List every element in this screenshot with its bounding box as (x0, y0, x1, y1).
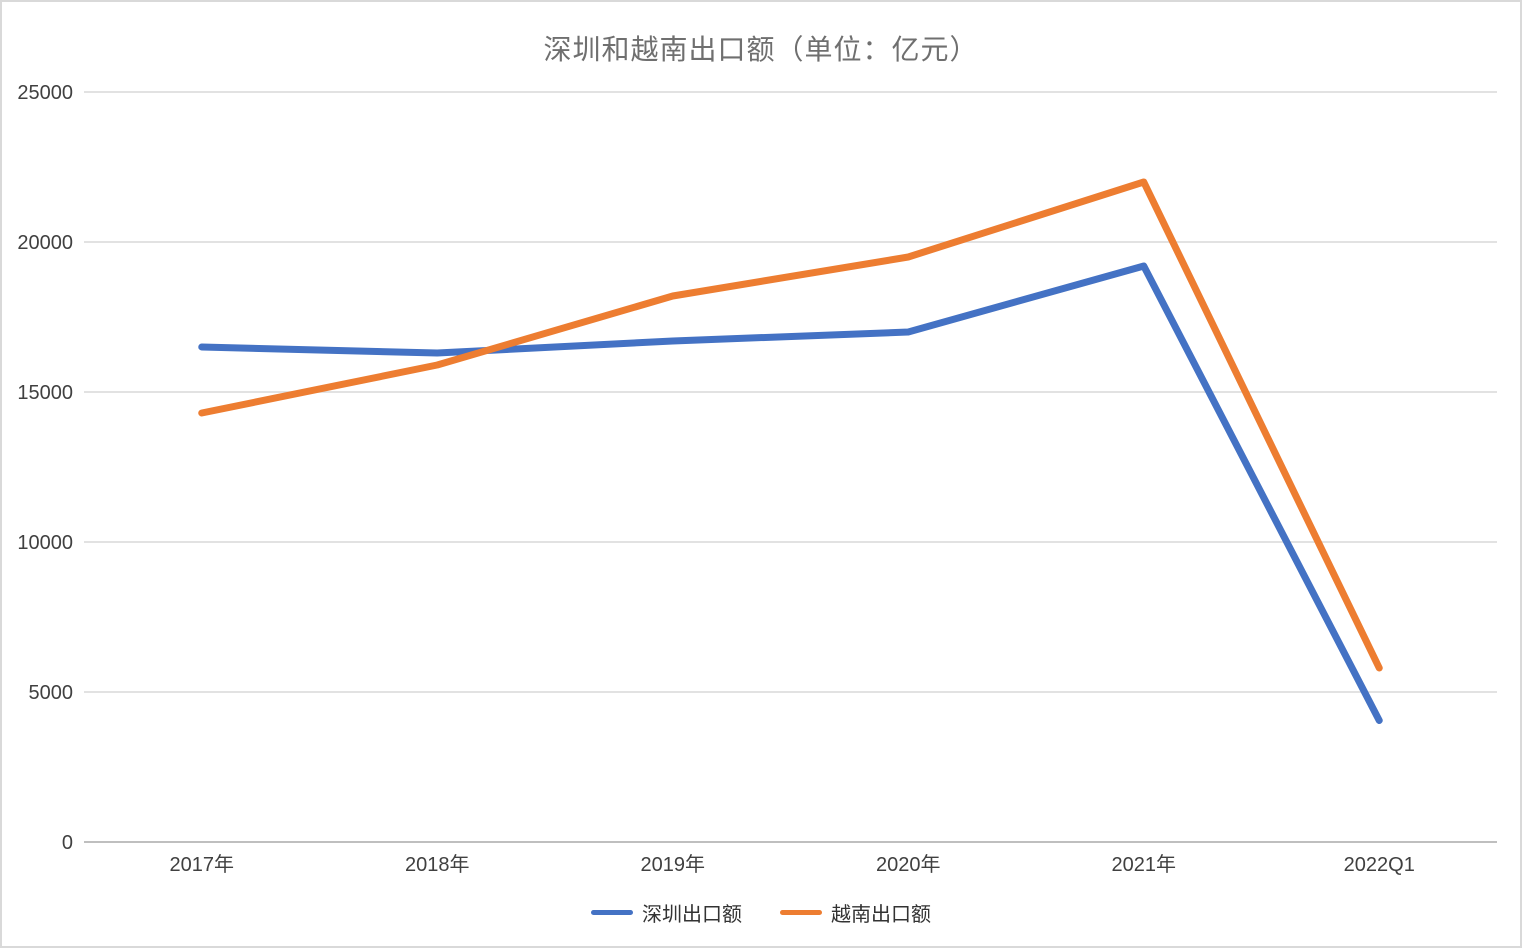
x-tick-label: 2017年 (170, 853, 235, 876)
series-line-越南出口额 (198, 178, 1383, 672)
x-tick-label: 2021年 (1112, 853, 1177, 876)
legend-item: 深圳出口额 (591, 898, 742, 927)
legend-item-label: 深圳出口额 (642, 904, 742, 926)
legend-swatch (591, 910, 633, 915)
y-tick-label: 20000 (17, 232, 73, 254)
chart-title: 深圳和越南出口额（单位：亿元） (543, 34, 979, 65)
x-tick-label: 2022Q1 (1344, 854, 1415, 876)
x-tick-label: 2019年 (641, 853, 706, 876)
legend-swatch (780, 910, 822, 915)
y-tick-label: 10000 (17, 532, 73, 554)
y-tick-label: 5000 (29, 682, 74, 704)
x-tick-label: 2018年 (405, 853, 470, 876)
y-tick-label: 25000 (17, 82, 73, 104)
y-tick-label: 0 (62, 832, 73, 854)
legend-item: 越南出口额 (780, 898, 931, 927)
legend: 深圳出口额 越南出口额 (2, 898, 1520, 927)
x-tick-label: 2020年 (876, 853, 941, 876)
series-line-深圳出口额 (198, 262, 1383, 724)
y-tick-label: 15000 (17, 382, 73, 404)
legend-item-label: 越南出口额 (831, 904, 931, 926)
